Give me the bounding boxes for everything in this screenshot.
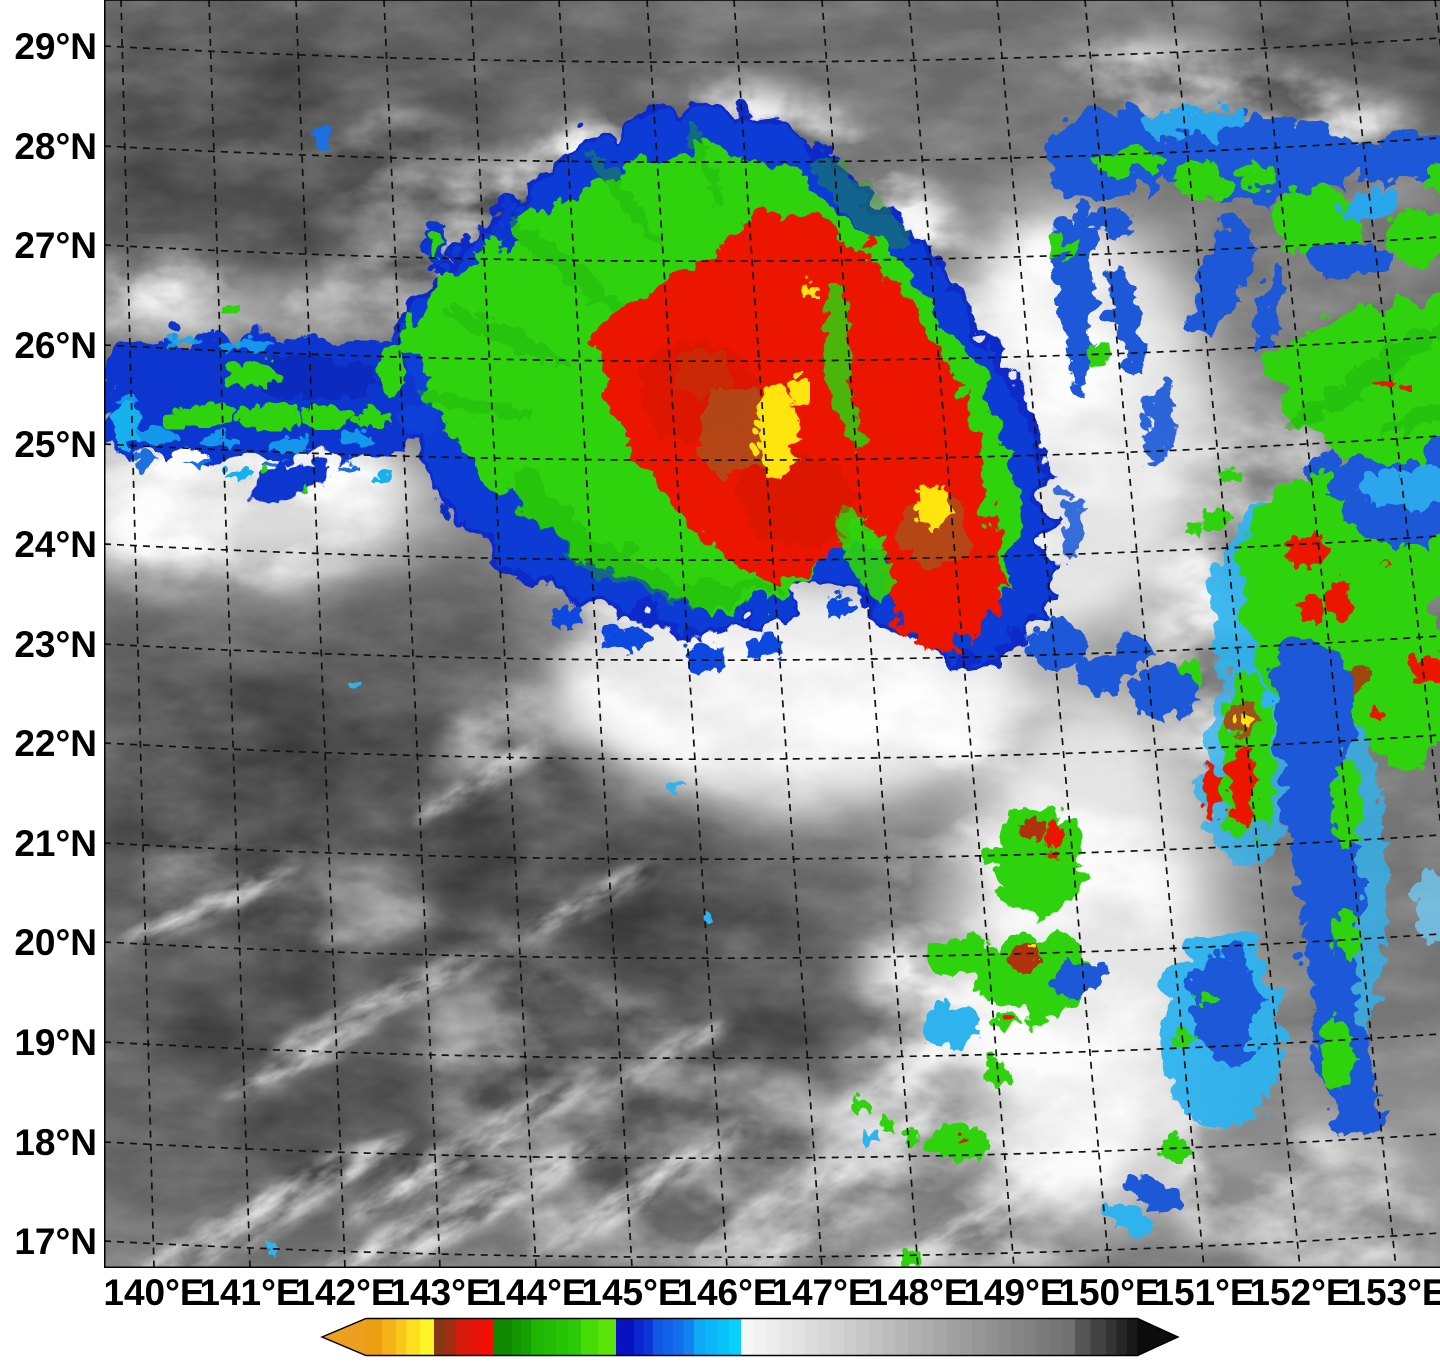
svg-text:144°E: 144°E [485, 1272, 586, 1313]
svg-text:24°N: 24°N [14, 524, 97, 565]
svg-text:143°E: 143°E [389, 1272, 490, 1313]
svg-text:151°E: 151°E [1153, 1272, 1254, 1313]
svg-text:19°N: 19°N [14, 1022, 97, 1063]
svg-text:17°N: 17°N [14, 1221, 97, 1262]
svg-text:140°E: 140°E [103, 1272, 204, 1313]
svg-text:146°E: 146°E [676, 1272, 777, 1313]
svg-text:142°E: 142°E [294, 1272, 395, 1313]
svg-text:26°N: 26°N [14, 325, 97, 366]
svg-text:149°E: 149°E [963, 1272, 1064, 1313]
svg-text:153°E: 153°E [1345, 1272, 1440, 1313]
svg-text:147°E: 147°E [771, 1272, 872, 1313]
svg-text:27°N: 27°N [14, 225, 97, 266]
svg-text:141°E: 141°E [199, 1272, 300, 1313]
svg-text:23°N: 23°N [14, 624, 97, 665]
svg-text:25°N: 25°N [14, 424, 97, 465]
svg-text:20°N: 20°N [14, 922, 97, 963]
svg-text:18°N: 18°N [14, 1122, 97, 1163]
svg-text:21°N: 21°N [14, 823, 97, 864]
svg-text:29°N: 29°N [14, 26, 97, 67]
svg-text:22°N: 22°N [14, 723, 97, 764]
svg-text:150°E: 150°E [1058, 1272, 1159, 1313]
svg-text:152°E: 152°E [1249, 1272, 1350, 1313]
svg-text:145°E: 145°E [581, 1272, 682, 1313]
svg-text:148°E: 148°E [867, 1272, 968, 1313]
svg-text:28°N: 28°N [14, 126, 97, 167]
